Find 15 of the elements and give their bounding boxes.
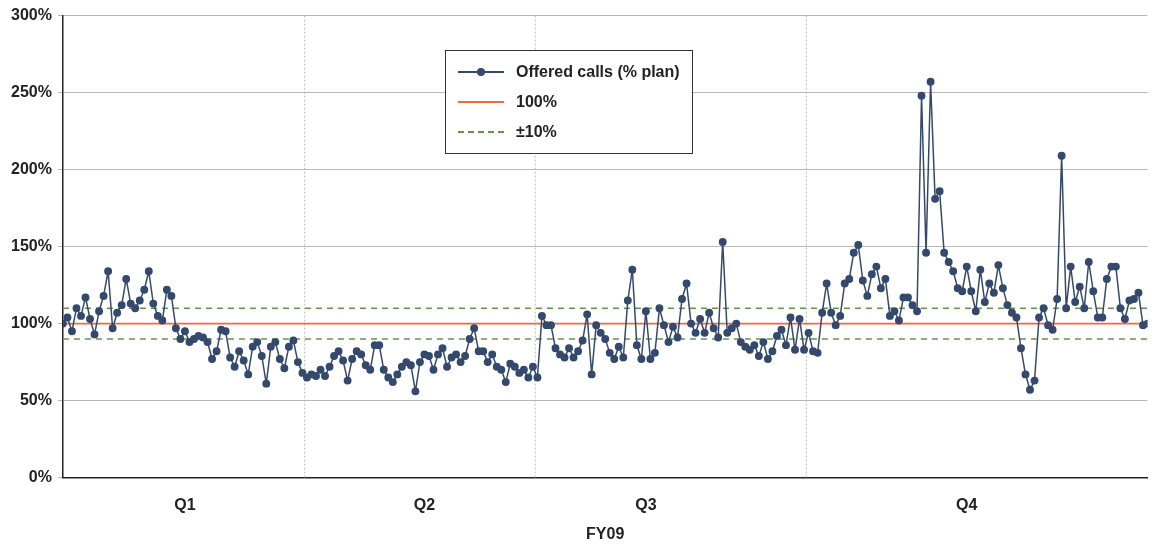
y-tick-label: 300% xyxy=(11,6,52,24)
x-tick-label: Q4 xyxy=(956,495,978,513)
y-tick-label: 250% xyxy=(11,83,52,101)
x-axis-title: FY09 xyxy=(586,524,625,542)
y-tick-label: 150% xyxy=(11,237,52,255)
x-tick-label: Q3 xyxy=(635,495,657,513)
y-tick-label: 0% xyxy=(28,468,52,486)
x-tick-label: Q1 xyxy=(174,495,196,513)
legend-label: 100% xyxy=(516,93,557,111)
x-tick-label: Q2 xyxy=(413,495,436,513)
y-tick-label: 100% xyxy=(11,314,52,332)
y-tick-label: 200% xyxy=(11,160,52,178)
legend-label: Offered calls (% plan) xyxy=(516,63,680,81)
annotation: ±10% xyxy=(516,123,557,141)
y-tick-label: 50% xyxy=(19,391,52,409)
